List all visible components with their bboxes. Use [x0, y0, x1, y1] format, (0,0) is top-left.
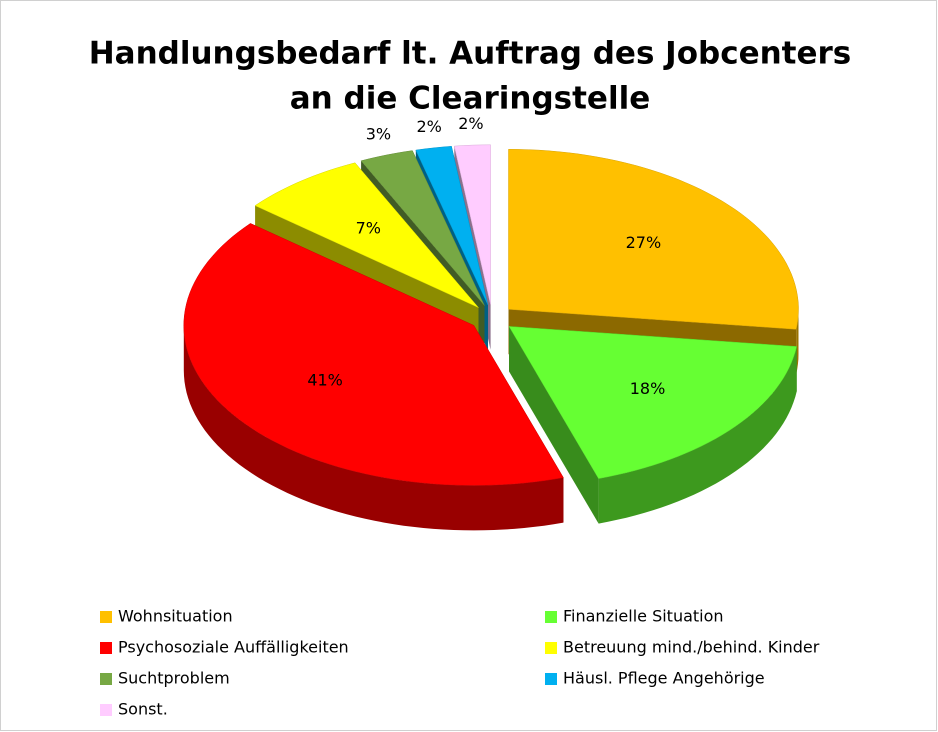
data-label: 2%: [416, 117, 441, 136]
slice: [508, 149, 799, 330]
legend-swatch: [100, 673, 112, 685]
slice: [360, 150, 485, 306]
slice: [415, 146, 489, 306]
slice: [183, 223, 564, 486]
legend-label: Psychosoziale Auffälligkeiten: [118, 638, 349, 657]
legend-label: Wohnsituation: [118, 607, 233, 626]
data-label: 41%: [307, 371, 343, 390]
slice: [453, 144, 491, 305]
legend-swatch: [100, 704, 112, 716]
chart-title: Handlungsbedarf lt. Auftrag des Jobcente…: [89, 36, 852, 72]
slice-wall: [796, 309, 799, 375]
slice-wall: [183, 325, 564, 531]
data-label: 27%: [626, 233, 662, 252]
legend-label: Suchtproblem: [118, 669, 230, 688]
data-label: 7%: [356, 219, 381, 238]
legend-label: Finanzielle Situation: [563, 607, 724, 626]
chart-title: an die Clearingstelle: [290, 81, 650, 117]
legend-swatch: [545, 611, 557, 623]
slice-tops: [183, 144, 799, 486]
legend-label: Sonst.: [118, 700, 168, 719]
data-label: 3%: [366, 124, 391, 143]
slice: [254, 162, 479, 308]
legend-swatch: [100, 642, 112, 654]
data-label: 2%: [458, 114, 483, 133]
slice-wall: [598, 346, 797, 524]
legend-swatch: [100, 611, 112, 623]
slice-side: [509, 326, 599, 524]
legend-swatch: [545, 673, 557, 685]
slice: [508, 326, 798, 479]
legend-label: Häusl. Pflege Angehörige: [563, 669, 765, 688]
data-label: 18%: [630, 379, 666, 398]
legend-swatch: [545, 642, 557, 654]
legend-label: Betreuung mind./behind. Kinder: [563, 638, 820, 657]
